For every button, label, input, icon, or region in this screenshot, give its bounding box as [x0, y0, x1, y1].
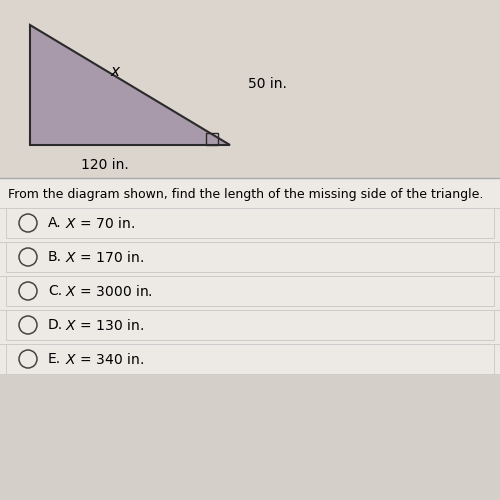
Text: x: x	[110, 64, 120, 80]
Text: $\mathit{X}$ = 130 in.: $\mathit{X}$ = 130 in.	[65, 318, 144, 332]
Bar	[6, 208, 494, 238]
Bar	[6, 310, 494, 340]
Bar	[6, 344, 494, 374]
Text: $\mathit{X}$ = 70 in.: $\mathit{X}$ = 70 in.	[65, 216, 135, 230]
Bar	[6, 242, 494, 272]
Bar	[0, 375, 500, 500]
Text: B.: B.	[48, 250, 62, 264]
Text: 120 in.: 120 in.	[81, 158, 129, 172]
Text: E.: E.	[48, 352, 61, 366]
Text: D.: D.	[48, 318, 63, 332]
Text: 50 in.: 50 in.	[248, 77, 287, 91]
Text: $\mathit{X}$ = 3000 in.: $\mathit{X}$ = 3000 in.	[65, 284, 153, 298]
Polygon shape	[30, 25, 230, 145]
Text: A.: A.	[48, 216, 62, 230]
Text: $\mathit{X}$ = 170 in.: $\mathit{X}$ = 170 in.	[65, 250, 144, 264]
Text: C.: C.	[48, 284, 62, 298]
Bar	[0, 178, 500, 375]
Text: From the diagram shown, find the length of the missing side of the triangle.: From the diagram shown, find the length …	[8, 188, 484, 201]
Bar	[0, 0, 500, 178]
Bar	[206, 133, 218, 145]
Bar	[6, 276, 494, 306]
Text: $\mathit{X}$ = 340 in.: $\mathit{X}$ = 340 in.	[65, 352, 144, 366]
